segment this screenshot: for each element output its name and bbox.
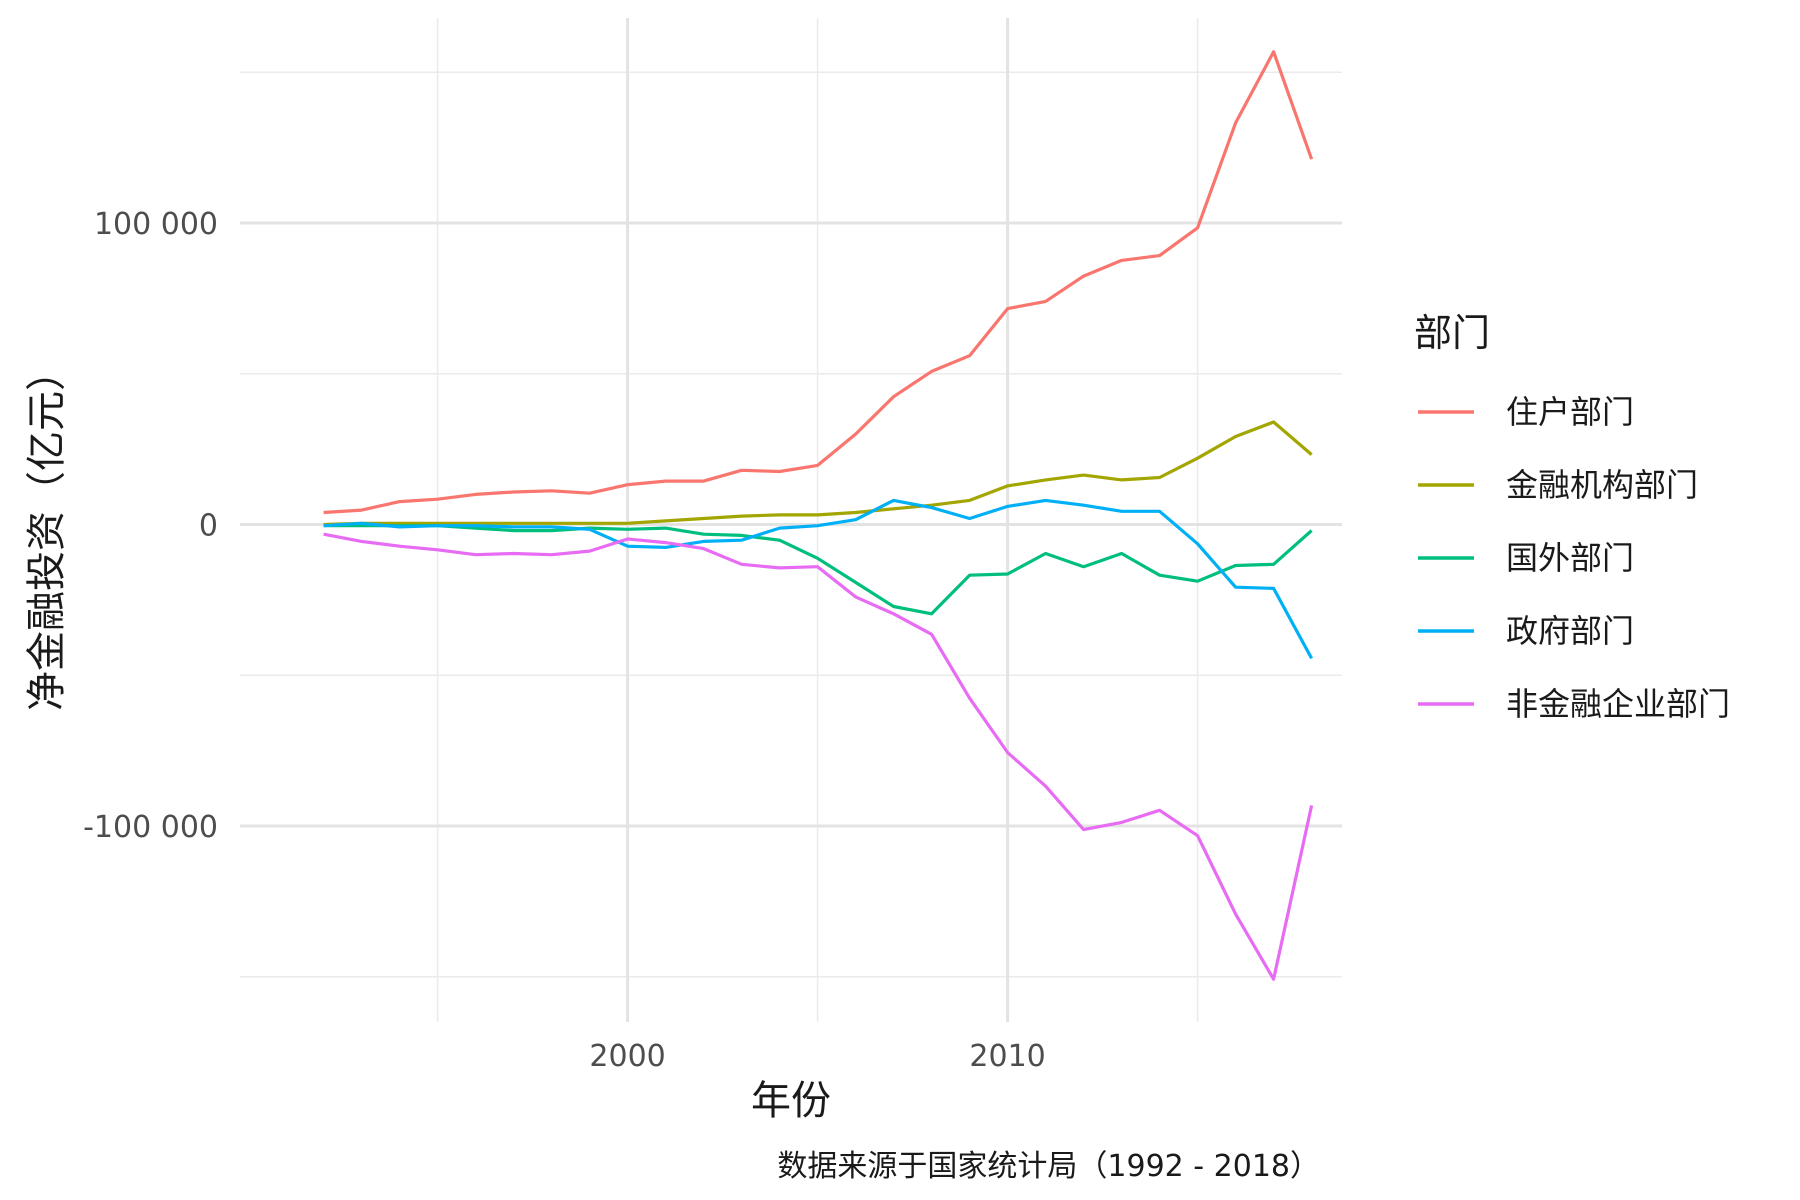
- caption: 数据来源于国家统计局（1992 - 2018）: [777, 1149, 1320, 1184]
- legend-label: 金融机构部门: [1506, 466, 1698, 504]
- y-tick-labels: 100 000 0 -100 000: [83, 207, 218, 845]
- y-tick-label: 0: [199, 509, 218, 544]
- legend-label: 国外部门: [1506, 539, 1634, 577]
- x-tick-labels: 2000 2010: [589, 1039, 1045, 1074]
- legend-label: 非金融企业部门: [1506, 685, 1730, 723]
- legend-item: 政府部门: [1418, 612, 1634, 650]
- legend-item: 国外部门: [1418, 539, 1634, 577]
- series-line-2: [323, 524, 1313, 616]
- grid-lines: [240, 18, 1342, 1022]
- legend-item: 非金融企业部门: [1418, 685, 1730, 723]
- series-line-3: [323, 498, 1314, 660]
- series-line-4: [323, 532, 1314, 981]
- series-lines: [323, 50, 1314, 981]
- y-tick-label: -100 000: [83, 810, 218, 845]
- series-line-1: [323, 420, 1313, 527]
- y-axis-title: 净金融投资（亿元）: [24, 351, 70, 711]
- legend-item: 住户部门: [1418, 393, 1634, 431]
- legend-item: 金融机构部门: [1418, 466, 1698, 504]
- y-tick-label: 100 000: [94, 207, 218, 242]
- x-axis-title: 年份: [751, 1078, 831, 1124]
- legend-label: 住户部门: [1506, 393, 1634, 431]
- series-line-0: [323, 50, 1314, 515]
- legend-title: 部门: [1414, 311, 1490, 355]
- x-tick-label: 2000: [589, 1039, 665, 1074]
- legend-label: 政府部门: [1506, 612, 1634, 650]
- x-tick-label: 2010: [969, 1039, 1045, 1074]
